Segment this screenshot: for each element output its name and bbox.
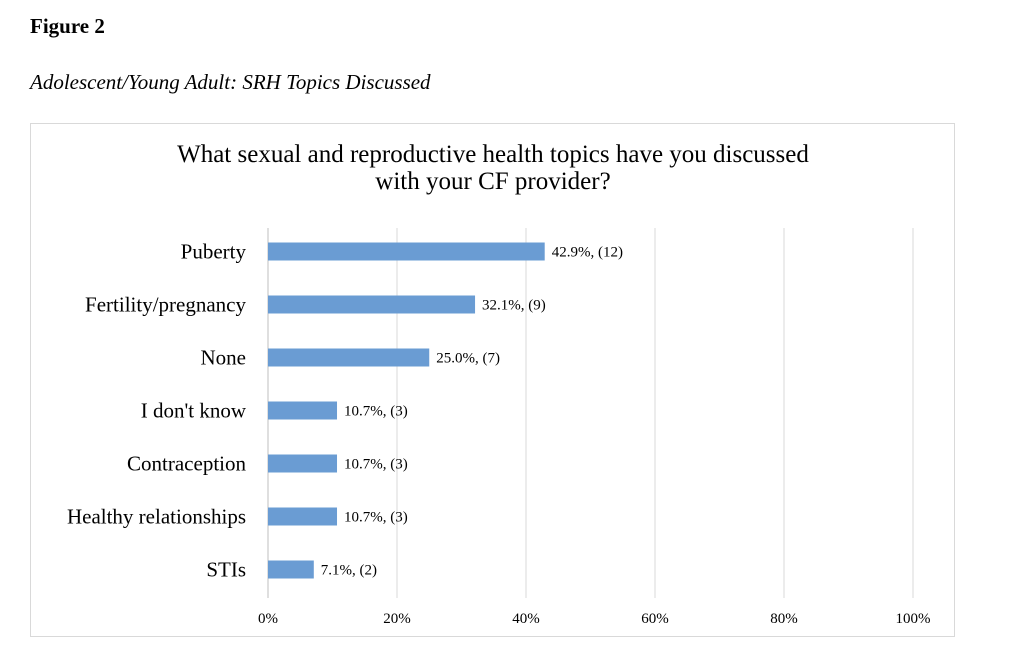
x-axis-tick-labels: 0% 20% 40% 60% 80% 100% bbox=[258, 611, 931, 627]
category-label: STIs bbox=[206, 558, 246, 582]
bar bbox=[268, 401, 338, 420]
x-tick-label: 100% bbox=[896, 611, 931, 627]
x-tick-label: 60% bbox=[641, 611, 669, 627]
category-label: Fertility/pregnancy bbox=[85, 293, 246, 317]
x-tick-label: 40% bbox=[512, 611, 540, 627]
category-labels: Puberty Fertility/pregnancy None I don't kn… bbox=[67, 240, 247, 582]
bar bbox=[268, 295, 476, 314]
data-label: 10.7%, (3) bbox=[344, 457, 408, 473]
bar bbox=[268, 454, 338, 473]
category-label: I don't know bbox=[141, 399, 247, 423]
x-tick-label: 0% bbox=[258, 611, 278, 627]
chart-title: What sexual and reproductive health topi… bbox=[177, 141, 809, 195]
data-label: 42.9%, (12) bbox=[552, 245, 623, 261]
figure-label: Figure 2 bbox=[30, 14, 105, 38]
bar bbox=[268, 348, 430, 367]
category-label: Contraception bbox=[127, 452, 246, 476]
bar bbox=[268, 507, 338, 526]
chart-title-line: with your CF provider? bbox=[375, 168, 610, 195]
chart-frame: What sexual and reproductive health topi… bbox=[30, 123, 955, 637]
data-label: 10.7%, (3) bbox=[344, 404, 408, 420]
x-tick-label: 20% bbox=[383, 611, 411, 627]
data-label: 32.1%, (9) bbox=[482, 298, 546, 314]
data-labels: 42.9%, (12) 32.1%, (9) 25.0%, (7) 10.7%, (3… bbox=[321, 245, 623, 579]
category-label: Healthy relationships bbox=[67, 505, 246, 529]
category-label: Puberty bbox=[181, 240, 247, 264]
data-label: 10.7%, (3) bbox=[344, 510, 408, 526]
bar bbox=[268, 560, 314, 579]
data-label: 7.1%, (2) bbox=[321, 563, 377, 579]
x-tick-label: 80% bbox=[770, 611, 798, 627]
bars bbox=[268, 242, 545, 579]
figure-caption: Adolescent/Young Adult: SRH Topics Discu… bbox=[30, 70, 431, 94]
chart-title-line: What sexual and reproductive health topi… bbox=[177, 141, 809, 168]
data-label: 25.0%, (7) bbox=[436, 351, 500, 367]
bar-chart: What sexual and reproductive health topi… bbox=[67, 141, 931, 627]
category-label: None bbox=[201, 346, 247, 370]
bar bbox=[268, 242, 545, 261]
